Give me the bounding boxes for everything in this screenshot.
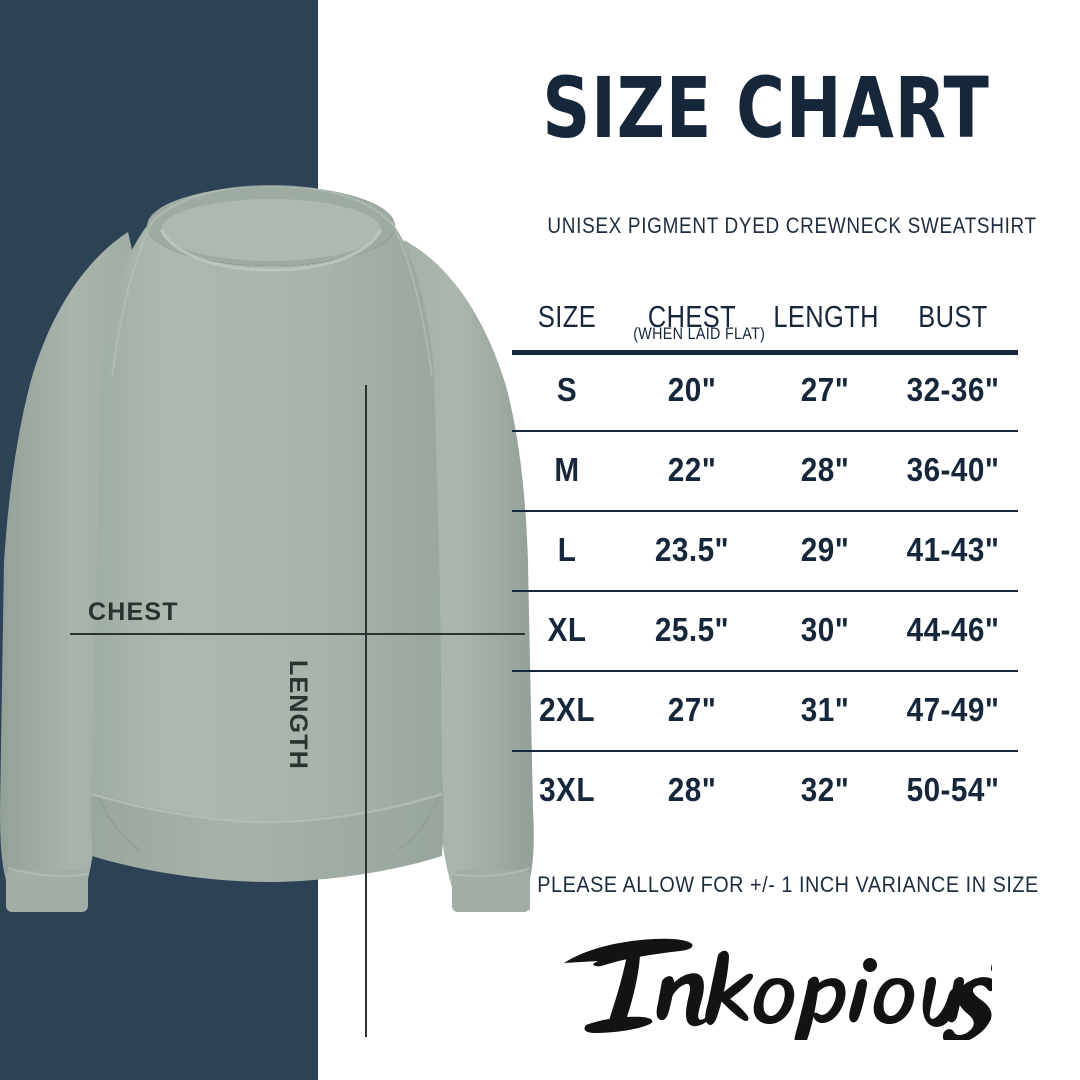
right-cuff-rib: [452, 870, 530, 912]
size-table: SIZE CHEST LENGTH BUST (WHEN LAID FLAT) …: [512, 284, 1018, 830]
collar-seam: [159, 229, 383, 272]
column-header-size: SIZE: [537, 299, 597, 334]
length-measure-label: LENGTH: [284, 660, 312, 770]
page-title: SIZE CHART: [542, 59, 990, 157]
collar-top-seam: [149, 184, 393, 225]
cell-bust: 50-54ʺ: [906, 771, 1000, 808]
chest-laid-flat-note: (WHEN LAID FLAT): [633, 324, 766, 343]
row-divider: [512, 670, 1018, 672]
left-cuff-rib: [6, 870, 88, 912]
row-divider: [512, 750, 1018, 752]
table-row: XL 25.5ʺ 30ʺ 44-46ʺ: [512, 590, 1018, 670]
brand-logo: ®: [542, 925, 992, 1040]
table-row: S 20ʺ 27ʺ 32-36ʺ: [512, 350, 1018, 430]
table-header-rule: [512, 350, 1018, 355]
table-header-row: SIZE CHEST LENGTH BUST (WHEN LAID FLAT): [512, 284, 1018, 350]
right-cuff-seam: [451, 867, 531, 877]
cell-length: 27ʺ: [800, 371, 850, 408]
cell-length: 30ʺ: [800, 611, 850, 648]
table-row: 3XL 28ʺ 32ʺ 50-54ʺ: [512, 750, 1018, 830]
cell-length: 29ʺ: [800, 531, 850, 568]
table-row: 2XL 27ʺ 31ʺ 47-49ʺ: [512, 670, 1018, 750]
collar-rib: [161, 199, 381, 261]
chest-measure-line: [70, 633, 525, 635]
chest-measure-label: CHEST: [88, 598, 179, 626]
cell-bust: 41-43ʺ: [906, 531, 1000, 568]
row-divider: [512, 510, 1018, 512]
brand-wordmark-glyphs: [564, 938, 992, 1040]
cell-length: 31ʺ: [800, 691, 850, 728]
cell-chest: 22ʺ: [667, 451, 717, 488]
registered-trademark-symbol: ®: [979, 1013, 989, 1028]
cell-length: 32ʺ: [800, 771, 850, 808]
column-header-chest: CHEST: [647, 299, 737, 334]
cell-chest: 25.5ʺ: [654, 611, 730, 648]
left-underarm-shadow: [98, 797, 141, 851]
row-divider: [512, 430, 1018, 432]
sweatshirt-illustration: CHEST LENGTH: [0, 170, 545, 1037]
cell-length: 28ʺ: [800, 451, 850, 488]
right-underarm-shadow: [397, 797, 439, 851]
variance-note: PLEASE ALLOW FOR +/- 1 INCH VARIANCE IN …: [537, 872, 1039, 897]
cell-bust: 32-36ʺ: [906, 371, 1000, 408]
column-header-bust: BUST: [918, 299, 988, 334]
left-shoulder-seam: [111, 221, 153, 377]
row-divider: [512, 590, 1018, 592]
cell-chest: 20ʺ: [667, 371, 717, 408]
cell-bust: 36-40ʺ: [906, 451, 1000, 488]
cell-bust: 44-46ʺ: [906, 611, 1000, 648]
cell-size: L: [557, 531, 577, 568]
sweatshirt-body: [90, 192, 444, 876]
chart-panel: SIZE CHART UNISEX PIGMENT DYED CREWNECK …: [512, 0, 1039, 1080]
column-header-length: LENGTH: [773, 299, 879, 334]
cell-size: XL: [547, 611, 587, 648]
table-row: M 22ʺ 28ʺ 36-40ʺ: [512, 430, 1018, 510]
cell-chest: 27ʺ: [667, 691, 717, 728]
table-row: L 23.5ʺ 29ʺ 41-43ʺ: [512, 510, 1018, 590]
product-subtitle: UNISEX PIGMENT DYED CREWNECK SWEATSHIRT: [547, 213, 1037, 238]
right-shoulder-seam: [391, 221, 433, 377]
left-cuff-seam: [7, 867, 89, 877]
cell-size: 2XL: [539, 691, 595, 728]
cell-size: M: [554, 451, 580, 488]
cell-size: 3XL: [539, 771, 595, 808]
cell-chest: 28ʺ: [667, 771, 717, 808]
cell-size: S: [556, 371, 578, 408]
length-measure-line: [365, 385, 367, 1037]
cell-chest: 23.5ʺ: [654, 531, 730, 568]
cell-bust: 47-49ʺ: [906, 691, 1000, 728]
hem-seam: [91, 792, 443, 824]
